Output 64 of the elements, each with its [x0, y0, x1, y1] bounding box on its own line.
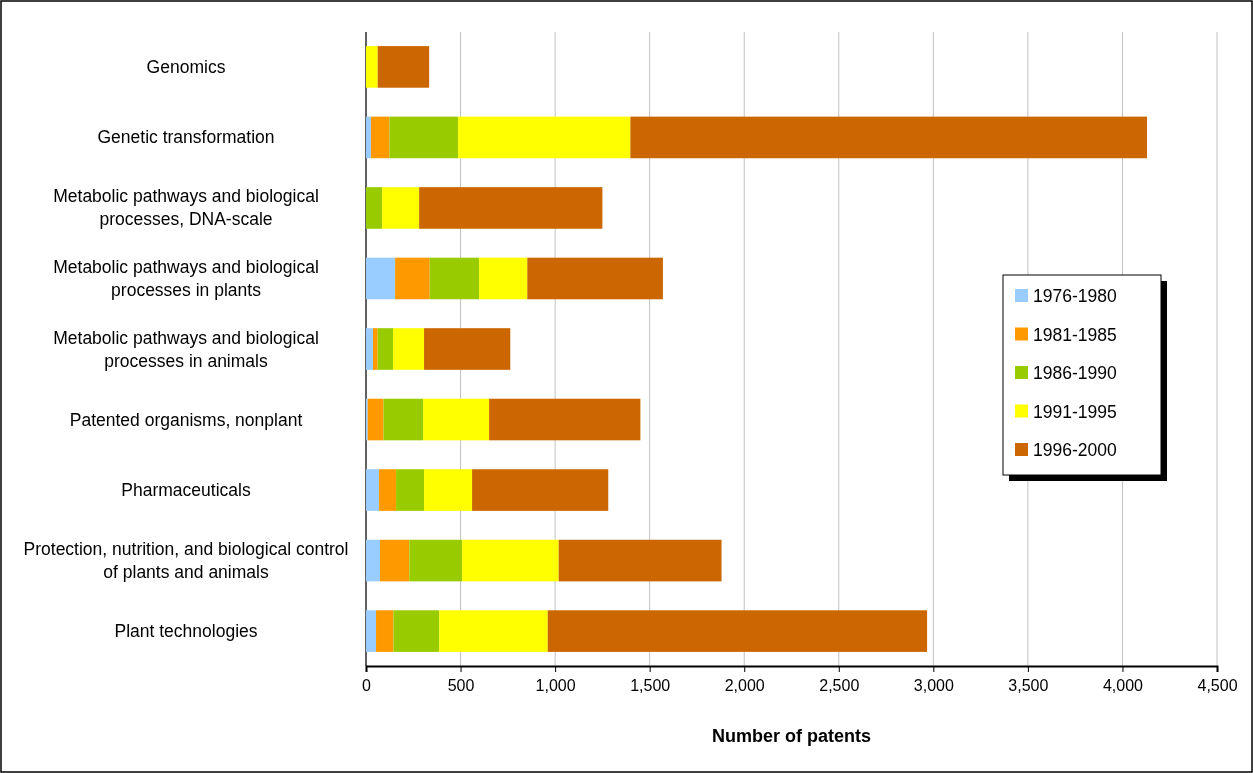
bar: [366, 610, 377, 652]
x-tick-label: 4,000: [1102, 677, 1144, 694]
x-tick-label: 2,500: [819, 677, 860, 694]
bar: [479, 257, 528, 300]
bar: [366, 187, 383, 229]
bar: [393, 328, 425, 370]
bar: [382, 187, 420, 229]
bar: [367, 398, 384, 441]
bar: [366, 116, 371, 159]
x-tick-label: 0: [362, 677, 372, 694]
x-tick-label: 3,000: [913, 677, 954, 694]
y-tick-label: Metabolic pathways and biological processes, DNA-scale: [53, 186, 319, 230]
bar: [419, 187, 603, 229]
bar: [366, 328, 373, 370]
y-tick-label: Pharmaceuticals: [121, 480, 251, 501]
x-tick-label: 4,500: [1197, 677, 1238, 694]
bar: [366, 539, 380, 582]
x-tick-label: 1,000: [535, 677, 576, 694]
bar: [395, 257, 430, 300]
bar: [366, 257, 396, 300]
bar: [439, 610, 548, 652]
bar: [377, 46, 430, 88]
bar: [458, 116, 631, 159]
bar: [373, 328, 378, 370]
bar: [377, 328, 394, 370]
x-tick-label: 3,500: [1008, 677, 1049, 694]
bar: [472, 469, 609, 511]
y-tick-label: Metabolic pathways and biological processes in plants: [53, 256, 319, 300]
y-tick-label: Patented organisms, nonplant: [69, 409, 303, 430]
bar: [424, 328, 511, 370]
bar: [366, 46, 378, 88]
y-tick-label: Protection, nutrition, and biological control of plants and animals: [23, 539, 349, 583]
bar: [527, 257, 663, 300]
bar: [424, 469, 473, 511]
y-tick-label: Genetic transformation: [97, 127, 275, 148]
x-axis-title: Number of patents: [711, 726, 872, 746]
bar: [366, 469, 380, 511]
y-tick-label: Plant technologies: [114, 621, 258, 642]
legend-label: 1996-2000: [1033, 440, 1117, 460]
legend-label: 1986-1990: [1033, 363, 1117, 383]
bar: [379, 539, 410, 582]
bar: [396, 469, 425, 511]
bar: [383, 398, 424, 441]
bar: [547, 610, 928, 652]
y-tick-label: Genomics: [146, 56, 226, 77]
bar: [423, 398, 490, 441]
x-tick-label: 500: [447, 677, 475, 694]
bar: [429, 257, 480, 300]
legend-label: 1976-1980: [1033, 286, 1117, 306]
bar: [370, 116, 390, 159]
y-tick-label: Metabolic pathways and biological processes in animals: [53, 327, 319, 371]
bar: [630, 116, 1148, 159]
bar: [379, 469, 397, 511]
legend-label: 1991-1995: [1033, 401, 1117, 422]
bar: [558, 539, 722, 582]
bar: [409, 539, 463, 582]
bar: [393, 610, 440, 652]
x-tick-label: 1,500: [630, 677, 671, 694]
bar: [376, 610, 394, 652]
bar: [489, 398, 641, 441]
bar: [462, 539, 559, 582]
bar: [389, 116, 459, 159]
x-tick-label: 2,000: [724, 677, 765, 694]
legend-label: 1981-1985: [1033, 324, 1117, 345]
